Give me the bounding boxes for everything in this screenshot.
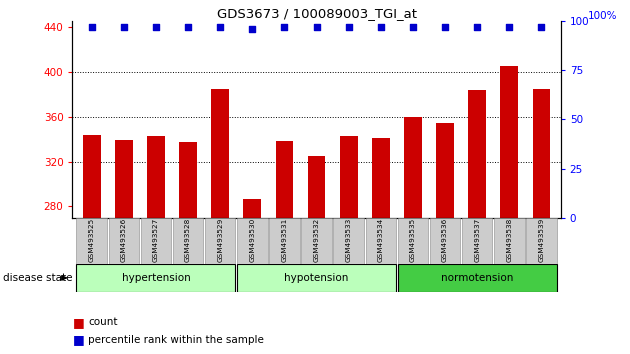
Text: GSM493531: GSM493531 xyxy=(282,218,287,262)
Bar xyxy=(83,135,101,218)
Text: ■: ■ xyxy=(72,316,84,329)
Point xyxy=(151,24,161,30)
Bar xyxy=(275,141,294,218)
Bar xyxy=(301,218,332,264)
Point xyxy=(504,24,514,30)
Point xyxy=(280,24,290,30)
Point xyxy=(119,24,129,30)
Bar xyxy=(526,218,557,264)
Title: GDS3673 / 100089003_TGI_at: GDS3673 / 100089003_TGI_at xyxy=(217,7,416,20)
Bar xyxy=(237,218,268,264)
Text: GSM493536: GSM493536 xyxy=(442,218,448,262)
Point xyxy=(248,26,258,32)
Text: GSM493535: GSM493535 xyxy=(410,218,416,262)
Bar xyxy=(398,264,557,292)
Text: count: count xyxy=(88,317,118,327)
Bar xyxy=(340,136,358,218)
Bar xyxy=(205,218,236,264)
Text: GSM493537: GSM493537 xyxy=(474,218,480,262)
Text: GSM493528: GSM493528 xyxy=(185,218,191,262)
Bar xyxy=(436,124,454,218)
Point xyxy=(215,24,226,30)
Text: GSM493527: GSM493527 xyxy=(153,218,159,262)
Bar xyxy=(494,218,525,264)
Point xyxy=(472,24,482,30)
Point xyxy=(408,24,418,30)
Text: 100%: 100% xyxy=(588,11,617,21)
Bar xyxy=(500,66,518,218)
Text: GSM493533: GSM493533 xyxy=(346,218,352,262)
Bar xyxy=(76,264,236,292)
Bar xyxy=(404,117,421,218)
Text: normotension: normotension xyxy=(441,273,513,283)
Bar xyxy=(244,199,261,218)
Bar xyxy=(237,264,396,292)
Text: GSM493534: GSM493534 xyxy=(378,218,384,262)
Bar xyxy=(532,88,550,218)
Text: hypotension: hypotension xyxy=(284,273,349,283)
Point xyxy=(343,24,353,30)
Bar xyxy=(269,218,300,264)
Bar xyxy=(372,138,389,218)
Text: percentile rank within the sample: percentile rank within the sample xyxy=(88,335,264,345)
Text: hypertension: hypertension xyxy=(122,273,190,283)
Bar xyxy=(307,156,326,218)
Point xyxy=(536,24,546,30)
Point xyxy=(440,24,450,30)
Text: ■: ■ xyxy=(72,333,84,346)
Bar xyxy=(173,218,203,264)
Point xyxy=(375,24,386,30)
Text: GSM493526: GSM493526 xyxy=(121,218,127,262)
Bar xyxy=(180,143,197,218)
Point xyxy=(87,24,97,30)
Text: GSM493538: GSM493538 xyxy=(507,218,512,262)
Text: GSM493532: GSM493532 xyxy=(314,218,319,262)
Bar xyxy=(140,218,171,264)
Bar xyxy=(76,218,107,264)
Bar xyxy=(462,218,493,264)
Point xyxy=(312,24,322,30)
Point xyxy=(183,24,193,30)
Text: GSM493525: GSM493525 xyxy=(89,218,94,262)
Text: disease state: disease state xyxy=(3,273,72,283)
Bar xyxy=(147,136,165,218)
Text: GSM493530: GSM493530 xyxy=(249,218,255,262)
Bar xyxy=(108,218,139,264)
Bar xyxy=(398,218,428,264)
Bar xyxy=(468,90,486,218)
Bar xyxy=(115,140,133,218)
Bar xyxy=(365,218,396,264)
Bar xyxy=(333,218,364,264)
Text: GSM493529: GSM493529 xyxy=(217,218,223,262)
Bar xyxy=(430,218,461,264)
Bar xyxy=(212,88,229,218)
Text: GSM493539: GSM493539 xyxy=(539,218,544,262)
